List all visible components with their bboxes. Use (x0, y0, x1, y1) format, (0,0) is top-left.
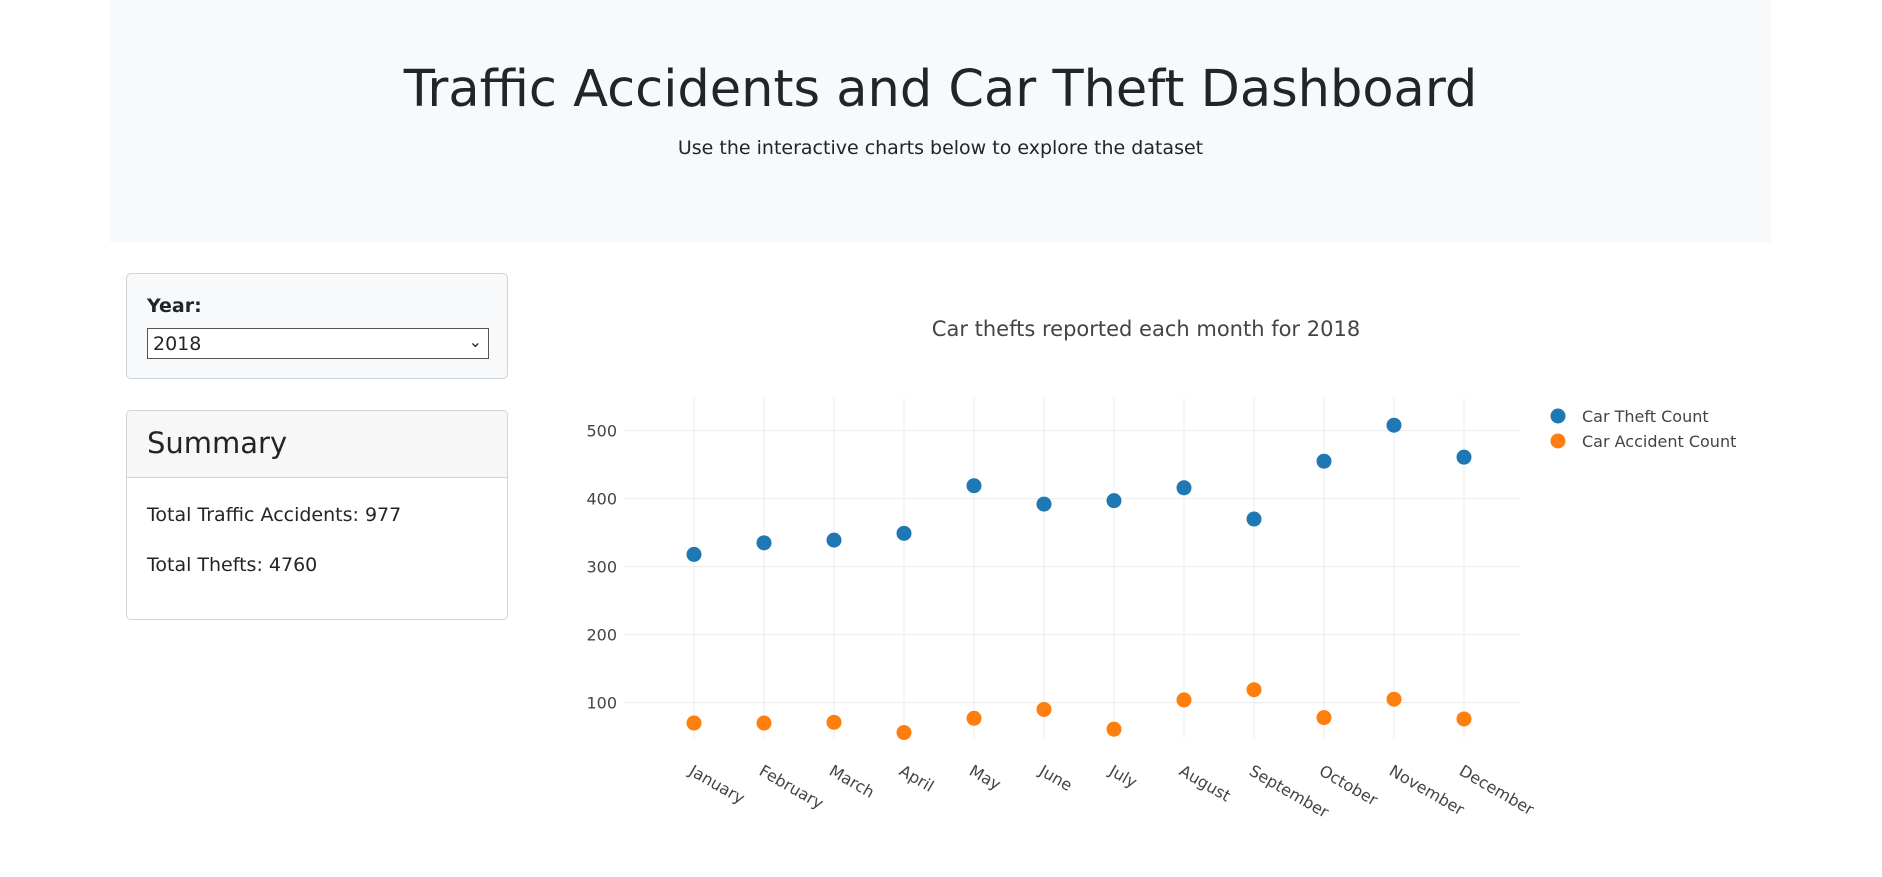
page-title: Traffic Accidents and Car Theft Dashboar… (403, 60, 1478, 119)
total-thefts: Total Thefts: 4760 (147, 554, 318, 576)
theft-point[interactable] (1246, 511, 1262, 527)
y-tick-label: 100 (586, 694, 617, 713)
theft-point[interactable] (826, 532, 842, 548)
x-tick-label: November (1386, 761, 1468, 819)
x-tick-label: December (1456, 761, 1538, 819)
accident-point[interactable] (1456, 711, 1472, 727)
chart-svg: Car thefts reported each month for 2018 … (586, 317, 1736, 822)
chart-title: Car thefts reported each month for 2018 (932, 317, 1360, 341)
page-subtitle: Use the interactive charts below to expl… (677, 137, 1204, 159)
year-select[interactable]: 2018 ⌄ (147, 328, 489, 359)
year-label: Year: (147, 295, 202, 317)
accident-point[interactable] (826, 714, 842, 730)
theft-point[interactable] (1036, 496, 1052, 512)
accident-point[interactable] (1246, 682, 1262, 698)
accident-point[interactable] (896, 725, 912, 741)
theft-point[interactable] (1316, 453, 1332, 469)
x-tick-label: April (896, 761, 937, 796)
y-tick-label: 300 (586, 558, 617, 577)
theft-point[interactable] (756, 535, 772, 551)
theft-point[interactable] (1106, 493, 1122, 509)
legend-marker[interactable] (1550, 408, 1566, 424)
legend-label[interactable]: Car Accident Count (1582, 432, 1736, 451)
scatter-chart: Car thefts reported each month for 2018 … (560, 280, 1760, 822)
summary-card: Summary Total Traffic Accidents: 977 Tot… (126, 410, 508, 620)
accident-point[interactable] (756, 715, 772, 731)
theft-point[interactable] (966, 478, 982, 494)
y-tick-label: 500 (586, 422, 617, 441)
theft-point[interactable] (1386, 417, 1402, 433)
year-filter-card: Year: 2018 ⌄ (126, 273, 508, 379)
x-tick-label: June (1035, 761, 1076, 795)
total-accidents: Total Traffic Accidents: 977 (147, 504, 402, 526)
y-tick-label: 400 (586, 490, 617, 509)
x-tick-label: July (1105, 761, 1140, 792)
theft-point[interactable] (686, 546, 702, 562)
legend-label[interactable]: Car Theft Count (1582, 407, 1709, 426)
y-tick-label: 200 (586, 626, 617, 645)
accident-point[interactable] (1386, 691, 1402, 707)
chevron-down-icon: ⌄ (468, 332, 482, 351)
theft-point[interactable] (1456, 449, 1472, 465)
accident-point[interactable] (966, 710, 982, 726)
header-banner: Traffic Accidents and Car Theft Dashboar… (110, 0, 1771, 242)
x-tick-label: January (685, 761, 748, 808)
accident-point[interactable] (686, 715, 702, 731)
x-tick-label: May (966, 761, 1004, 794)
x-tick-label: March (826, 761, 878, 802)
accident-point[interactable] (1106, 721, 1122, 737)
summary-title: Summary (127, 411, 507, 478)
theft-point[interactable] (1176, 480, 1192, 496)
accident-point[interactable] (1316, 710, 1332, 726)
x-tick-label: February (756, 761, 827, 813)
accident-point[interactable] (1176, 692, 1192, 708)
accident-point[interactable] (1036, 701, 1052, 717)
x-tick-label: August (1176, 761, 1234, 805)
year-select-value: 2018 (153, 333, 202, 355)
theft-point[interactable] (896, 525, 912, 541)
legend-marker[interactable] (1550, 433, 1566, 449)
